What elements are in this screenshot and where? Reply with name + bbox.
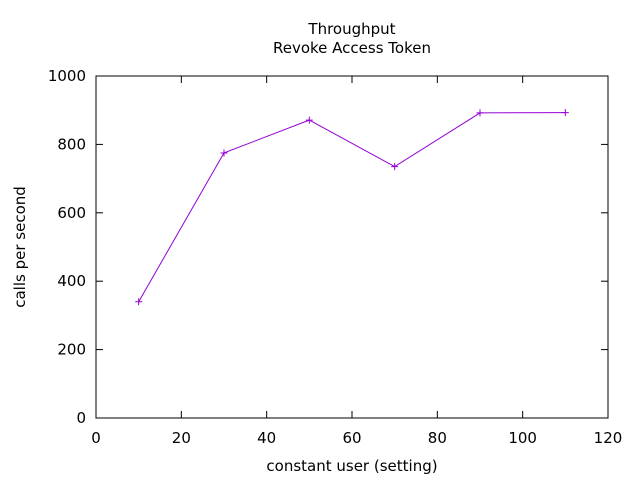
plot-area (95, 75, 609, 419)
y-tick-label: 1000 (48, 67, 86, 85)
data-point-marker (391, 163, 399, 171)
data-point-marker (135, 298, 143, 306)
y-axis-label: calls per second (11, 186, 29, 308)
x-tick-label: 60 (342, 429, 361, 447)
series-layer (135, 109, 569, 306)
data-point-marker (220, 149, 228, 157)
y-tick-label: 600 (57, 204, 86, 222)
x-tick-label: 100 (508, 429, 537, 447)
series-line (138, 112, 566, 302)
y-tick-label: 200 (57, 341, 86, 359)
data-point-marker (561, 109, 569, 117)
x-tick-label: 0 (91, 429, 101, 447)
y-tick-label: 400 (57, 272, 86, 290)
y-tick-label: 800 (57, 135, 86, 153)
data-point-marker (476, 109, 484, 117)
x-tick-label: 80 (428, 429, 447, 447)
x-tick-label: 40 (257, 429, 276, 447)
x-tick-label: 20 (172, 429, 191, 447)
x-tick-label: 120 (594, 429, 623, 447)
x-axis-label: constant user (setting) (266, 457, 437, 475)
y-tick-label: 0 (76, 409, 86, 427)
data-point-marker (305, 116, 313, 124)
y-axis: 0 200 400 600 800 1000 (48, 67, 608, 427)
chart-title: Throughput (307, 20, 395, 38)
chart-subtitle: Revoke Access Token (273, 39, 431, 57)
x-axis: 0 20 40 60 80 100 120 (91, 76, 622, 447)
